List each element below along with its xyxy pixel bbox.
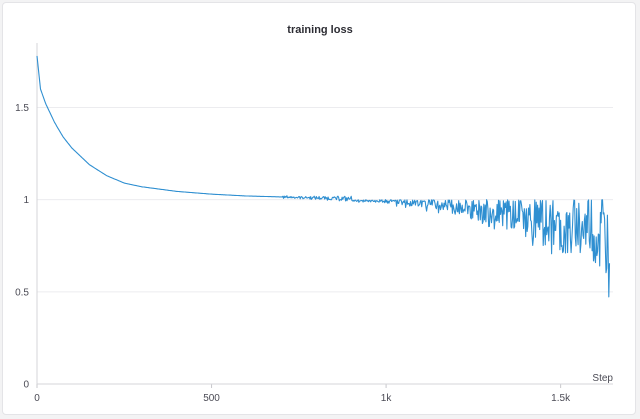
chart-panel: training loss 0 0.5 1 1.5 0 500 1k 1.5k Step — [2, 2, 636, 415]
chart-title: training loss — [287, 24, 352, 36]
grid-lines — [37, 107, 613, 293]
y-axis-ticks: 0 0.5 1 1.5 — [15, 103, 29, 390]
series-line — [36, 55, 611, 298]
x-tick-label: 1k — [381, 393, 393, 404]
x-axis-ticks: 0 500 1k 1.5k — [34, 384, 571, 404]
x-tick-label: 500 — [203, 393, 220, 404]
x-axis-label: Step — [592, 373, 613, 384]
loss-chart: training loss 0 0.5 1 1.5 0 500 1k 1.5k Step — [15, 24, 613, 404]
y-tick-label: 0 — [23, 380, 29, 391]
series-group — [36, 55, 611, 298]
y-tick-label: 1.5 — [15, 103, 29, 114]
y-tick-label: 1 — [23, 195, 29, 206]
y-tick-label: 0.5 — [15, 287, 29, 298]
x-tick-label: 1.5k — [551, 393, 571, 404]
x-tick-label: 0 — [34, 393, 40, 404]
